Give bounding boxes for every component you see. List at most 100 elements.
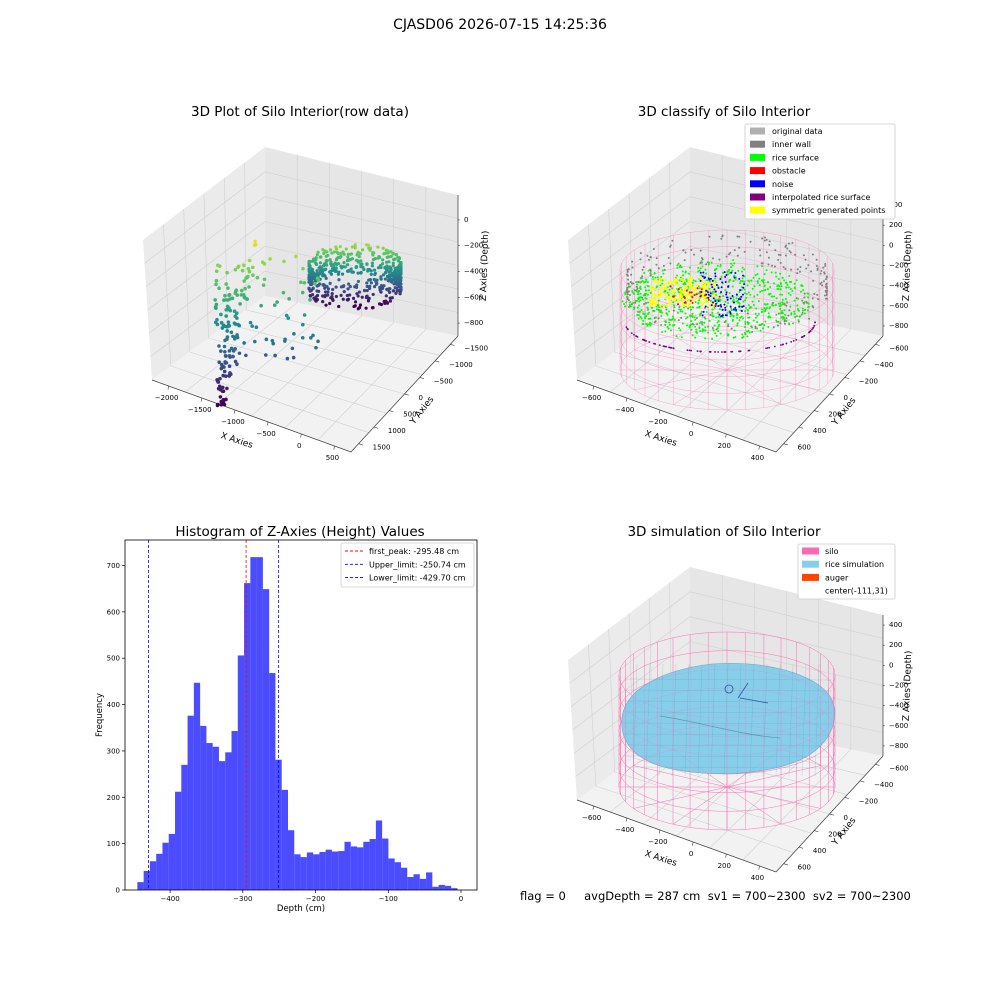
rice-surface-point — [793, 299, 796, 302]
raw-point — [391, 251, 395, 256]
raw-point — [292, 332, 296, 336]
histogram-bar — [407, 877, 414, 890]
rice-surface-point — [728, 271, 731, 274]
simulation-z-tick-label: 200 — [889, 641, 902, 649]
noise-point — [735, 308, 738, 311]
rice-mesh-line — [623, 744, 833, 747]
symmetric-point — [649, 302, 653, 306]
rice-surface-point — [690, 328, 693, 331]
rice-surface-point — [756, 321, 759, 324]
rice-surface-point — [707, 331, 710, 334]
legend-swatch — [750, 180, 765, 188]
inner-wall-point — [801, 311, 804, 314]
inner-wall-point — [788, 309, 791, 312]
inner-wall-point — [669, 262, 672, 265]
inner-wall-point — [810, 270, 813, 273]
inner-wall-point — [718, 258, 721, 261]
rice-surface-point — [766, 303, 769, 306]
interpolated-point — [747, 349, 750, 352]
obstacle-point — [688, 291, 691, 294]
inner-wall-point — [626, 288, 629, 291]
rice-surface-point — [731, 269, 734, 272]
rice-surface-point — [709, 280, 712, 283]
inner-wall-point — [653, 321, 656, 324]
rice-surface-point — [661, 311, 664, 314]
histogram-bar — [375, 820, 383, 890]
raw-point — [309, 273, 314, 277]
raw-point — [217, 384, 222, 389]
rice-surface-point — [794, 316, 797, 319]
rice-surface-point — [743, 280, 746, 283]
rice-surface-point — [713, 269, 716, 272]
raw-point — [227, 292, 232, 297]
silo-front-spoke — [672, 786, 728, 825]
raw-point — [399, 269, 403, 273]
interpolated-point — [766, 347, 769, 349]
raw-point — [331, 287, 335, 292]
rice-surface-point — [746, 335, 749, 338]
rice-mesh-line — [775, 663, 781, 777]
rice-surface-point — [743, 292, 746, 295]
raw-point — [287, 296, 291, 301]
rice-surface-point — [641, 279, 644, 282]
inner-wall-point — [804, 308, 807, 311]
rice-mesh-line — [632, 663, 638, 777]
legend-label: interpolated rice surface — [772, 193, 870, 202]
inner-wall-point — [663, 268, 666, 271]
rice-surface-point — [750, 306, 753, 309]
rice-surface-point — [726, 311, 729, 314]
raw-point — [217, 264, 222, 268]
rice-surface-point — [690, 308, 693, 311]
rice-surface-point — [719, 263, 722, 266]
inner-wall-point — [767, 256, 770, 259]
rice-surface-point — [706, 279, 709, 282]
raw-point — [219, 349, 223, 353]
raw-point — [367, 278, 371, 282]
raw-point — [223, 349, 227, 354]
symmetric-point — [650, 298, 654, 301]
simulation-z-tick-label: 0 — [889, 661, 893, 669]
inner-wall-point — [639, 252, 642, 255]
interpolated-point — [721, 351, 723, 353]
y-tick-label: 100 — [107, 840, 120, 848]
rice-surface-point — [801, 307, 804, 310]
raw-point — [242, 295, 247, 300]
rice-surface-point — [780, 285, 783, 288]
raw-x-tick-mark — [167, 385, 169, 390]
raw-point — [336, 252, 341, 256]
rice-surface-point — [717, 315, 720, 318]
symmetric-point — [664, 287, 668, 290]
raw-point — [339, 251, 343, 255]
simulation-y-tick-label: −600 — [889, 764, 908, 772]
rice-surface-point — [653, 310, 656, 313]
noise-point — [712, 297, 715, 300]
symmetric-point — [668, 290, 672, 294]
rice-surface-point — [751, 287, 754, 290]
rice-surface-point — [744, 299, 747, 302]
raw-point — [218, 395, 223, 399]
raw-point — [339, 285, 344, 289]
rice-surface-point — [714, 298, 717, 301]
rice-surface-point — [716, 321, 719, 324]
inner-wall-point — [667, 257, 670, 260]
histogram-bar — [231, 730, 238, 890]
rice-surface-point — [736, 316, 739, 319]
raw-point — [390, 296, 394, 300]
symmetric-point — [681, 291, 685, 294]
raw-point — [393, 266, 397, 270]
raw-y-tick-label: 0 — [419, 394, 423, 402]
symmetric-point — [712, 293, 716, 296]
noise-point — [720, 315, 723, 318]
grid-line — [317, 329, 427, 441]
rice-surface-point — [763, 284, 766, 287]
raw-point — [365, 281, 369, 285]
inner-wall-point — [772, 326, 775, 329]
raw-point — [243, 286, 247, 291]
inner-wall-point — [811, 297, 814, 300]
inner-wall-point — [784, 245, 787, 248]
symmetric-point — [659, 288, 662, 291]
silo-spoke — [633, 765, 728, 788]
rice-surface-point — [759, 290, 762, 293]
raw-point — [381, 246, 385, 250]
